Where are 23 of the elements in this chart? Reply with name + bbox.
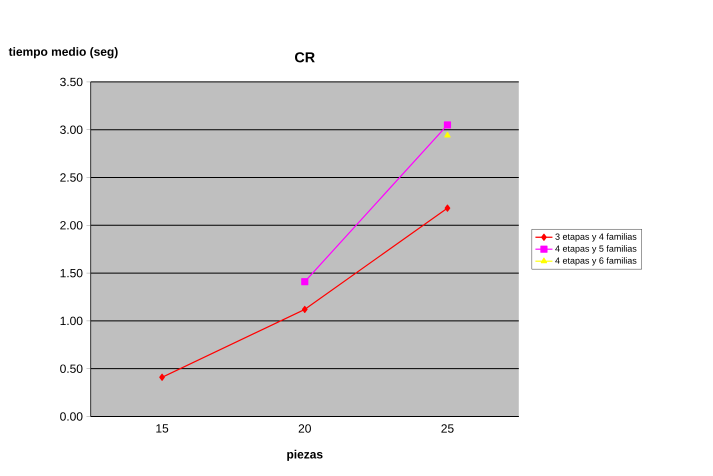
x-axis-title: piezas — [287, 450, 323, 461]
y-tick-label: 0.00 — [60, 412, 82, 421]
y-axis-title: tiempo medio (seg) — [8, 47, 118, 58]
y-tick-label: 3.00 — [60, 125, 82, 134]
y-tick-label: 2.50 — [60, 173, 82, 182]
y-tick-label: 1.50 — [60, 268, 82, 278]
x-tick-label: 20 — [298, 424, 311, 433]
point — [444, 121, 452, 129]
point — [302, 306, 308, 314]
legend-label: 4 etapas y 6 familias — [555, 257, 636, 266]
y-tick-label: 3.50 — [60, 78, 82, 86]
legend-label: 3 etapas y 4 familias — [555, 233, 636, 242]
y-tick-label: 2.00 — [60, 221, 82, 230]
chart-title: CR — [294, 52, 315, 62]
point — [301, 278, 308, 286]
legend-label: 4 etapas y 5 familias — [555, 245, 636, 254]
y-tick-label: 1.00 — [60, 316, 82, 326]
point — [159, 374, 165, 381]
point — [444, 204, 450, 212]
x-tick-label: 15 — [156, 424, 168, 433]
x-tick-label: 25 — [441, 424, 454, 433]
y-tick-label: 0.50 — [60, 364, 82, 373]
point — [444, 132, 451, 138]
